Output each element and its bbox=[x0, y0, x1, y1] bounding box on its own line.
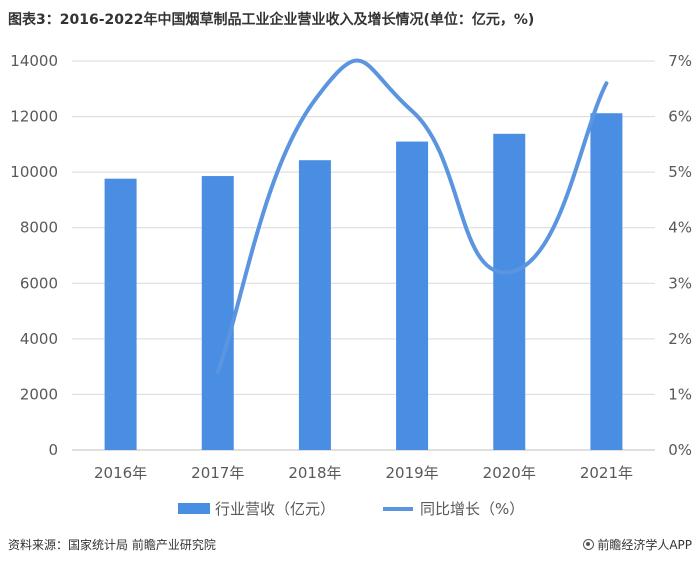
right-tick-label: 6% bbox=[668, 108, 692, 126]
right-tick-label: 1% bbox=[668, 385, 692, 403]
right-tick-label: 4% bbox=[668, 219, 692, 237]
line-series bbox=[215, 58, 609, 375]
left-tick-label: 10000 bbox=[10, 163, 58, 181]
x-tick-label: 2019年 bbox=[385, 464, 438, 482]
left-tick-label: 12000 bbox=[10, 108, 58, 126]
bar-2018年 bbox=[298, 160, 331, 450]
left-tick-label: 6000 bbox=[20, 274, 58, 292]
right-tick-label: 3% bbox=[668, 274, 692, 292]
bar-2016年 bbox=[104, 178, 137, 451]
right-tick-label: 0% bbox=[668, 441, 692, 459]
brand-credit: 前瞻经济学人APP bbox=[583, 536, 692, 553]
right-tick-label: 7% bbox=[668, 52, 692, 70]
x-tick-label: 2017年 bbox=[191, 464, 244, 482]
bar-2019年 bbox=[396, 141, 429, 451]
bar-series bbox=[104, 113, 623, 451]
left-axis-ticks: 0 2000 4000 6000 8000 10000 12000 14000 bbox=[10, 52, 58, 459]
growth-line bbox=[215, 58, 609, 375]
left-tick-label: 14000 bbox=[10, 52, 58, 70]
legend: 行业营收（亿元） 同比增长（%） bbox=[178, 500, 524, 518]
legend-line-label: 同比增长（%） bbox=[420, 500, 524, 518]
x-tick-label: 2020年 bbox=[483, 464, 536, 482]
right-tick-label: 2% bbox=[668, 330, 692, 348]
x-tick-label: 2021年 bbox=[580, 464, 633, 482]
bar-2021年 bbox=[590, 113, 623, 450]
left-tick-label: 4000 bbox=[20, 330, 58, 348]
brand-text: 前瞻经济学人APP bbox=[597, 538, 692, 552]
bar-2017年 bbox=[201, 176, 234, 451]
left-tick-label: 0 bbox=[48, 441, 58, 459]
right-axis-ticks: 0% 1% 2% 3% 4% 5% 6% 7% bbox=[668, 52, 692, 459]
x-axis-ticks: 2016年 2017年 2018年 2019年 2020年 2021年 bbox=[94, 464, 633, 482]
bar-2020年 bbox=[493, 133, 526, 450]
legend-bar-swatch bbox=[178, 503, 210, 514]
x-tick-label: 2018年 bbox=[288, 464, 341, 482]
chart-title: 图表3：2016-2022年中国烟草制品工业企业营业收入及增长情况(单位：亿元，… bbox=[8, 12, 535, 28]
right-tick-label: 5% bbox=[668, 163, 692, 181]
left-tick-label: 2000 bbox=[20, 385, 58, 403]
left-tick-label: 8000 bbox=[20, 219, 58, 237]
legend-bar-label: 行业营收（亿元） bbox=[215, 500, 335, 518]
brand-logo-icon bbox=[583, 539, 595, 550]
grid-lines bbox=[72, 60, 655, 451]
source-note: 资料来源：国家统计局 前瞻产业研究院 bbox=[8, 538, 216, 552]
x-tick-label: 2016年 bbox=[94, 464, 147, 482]
